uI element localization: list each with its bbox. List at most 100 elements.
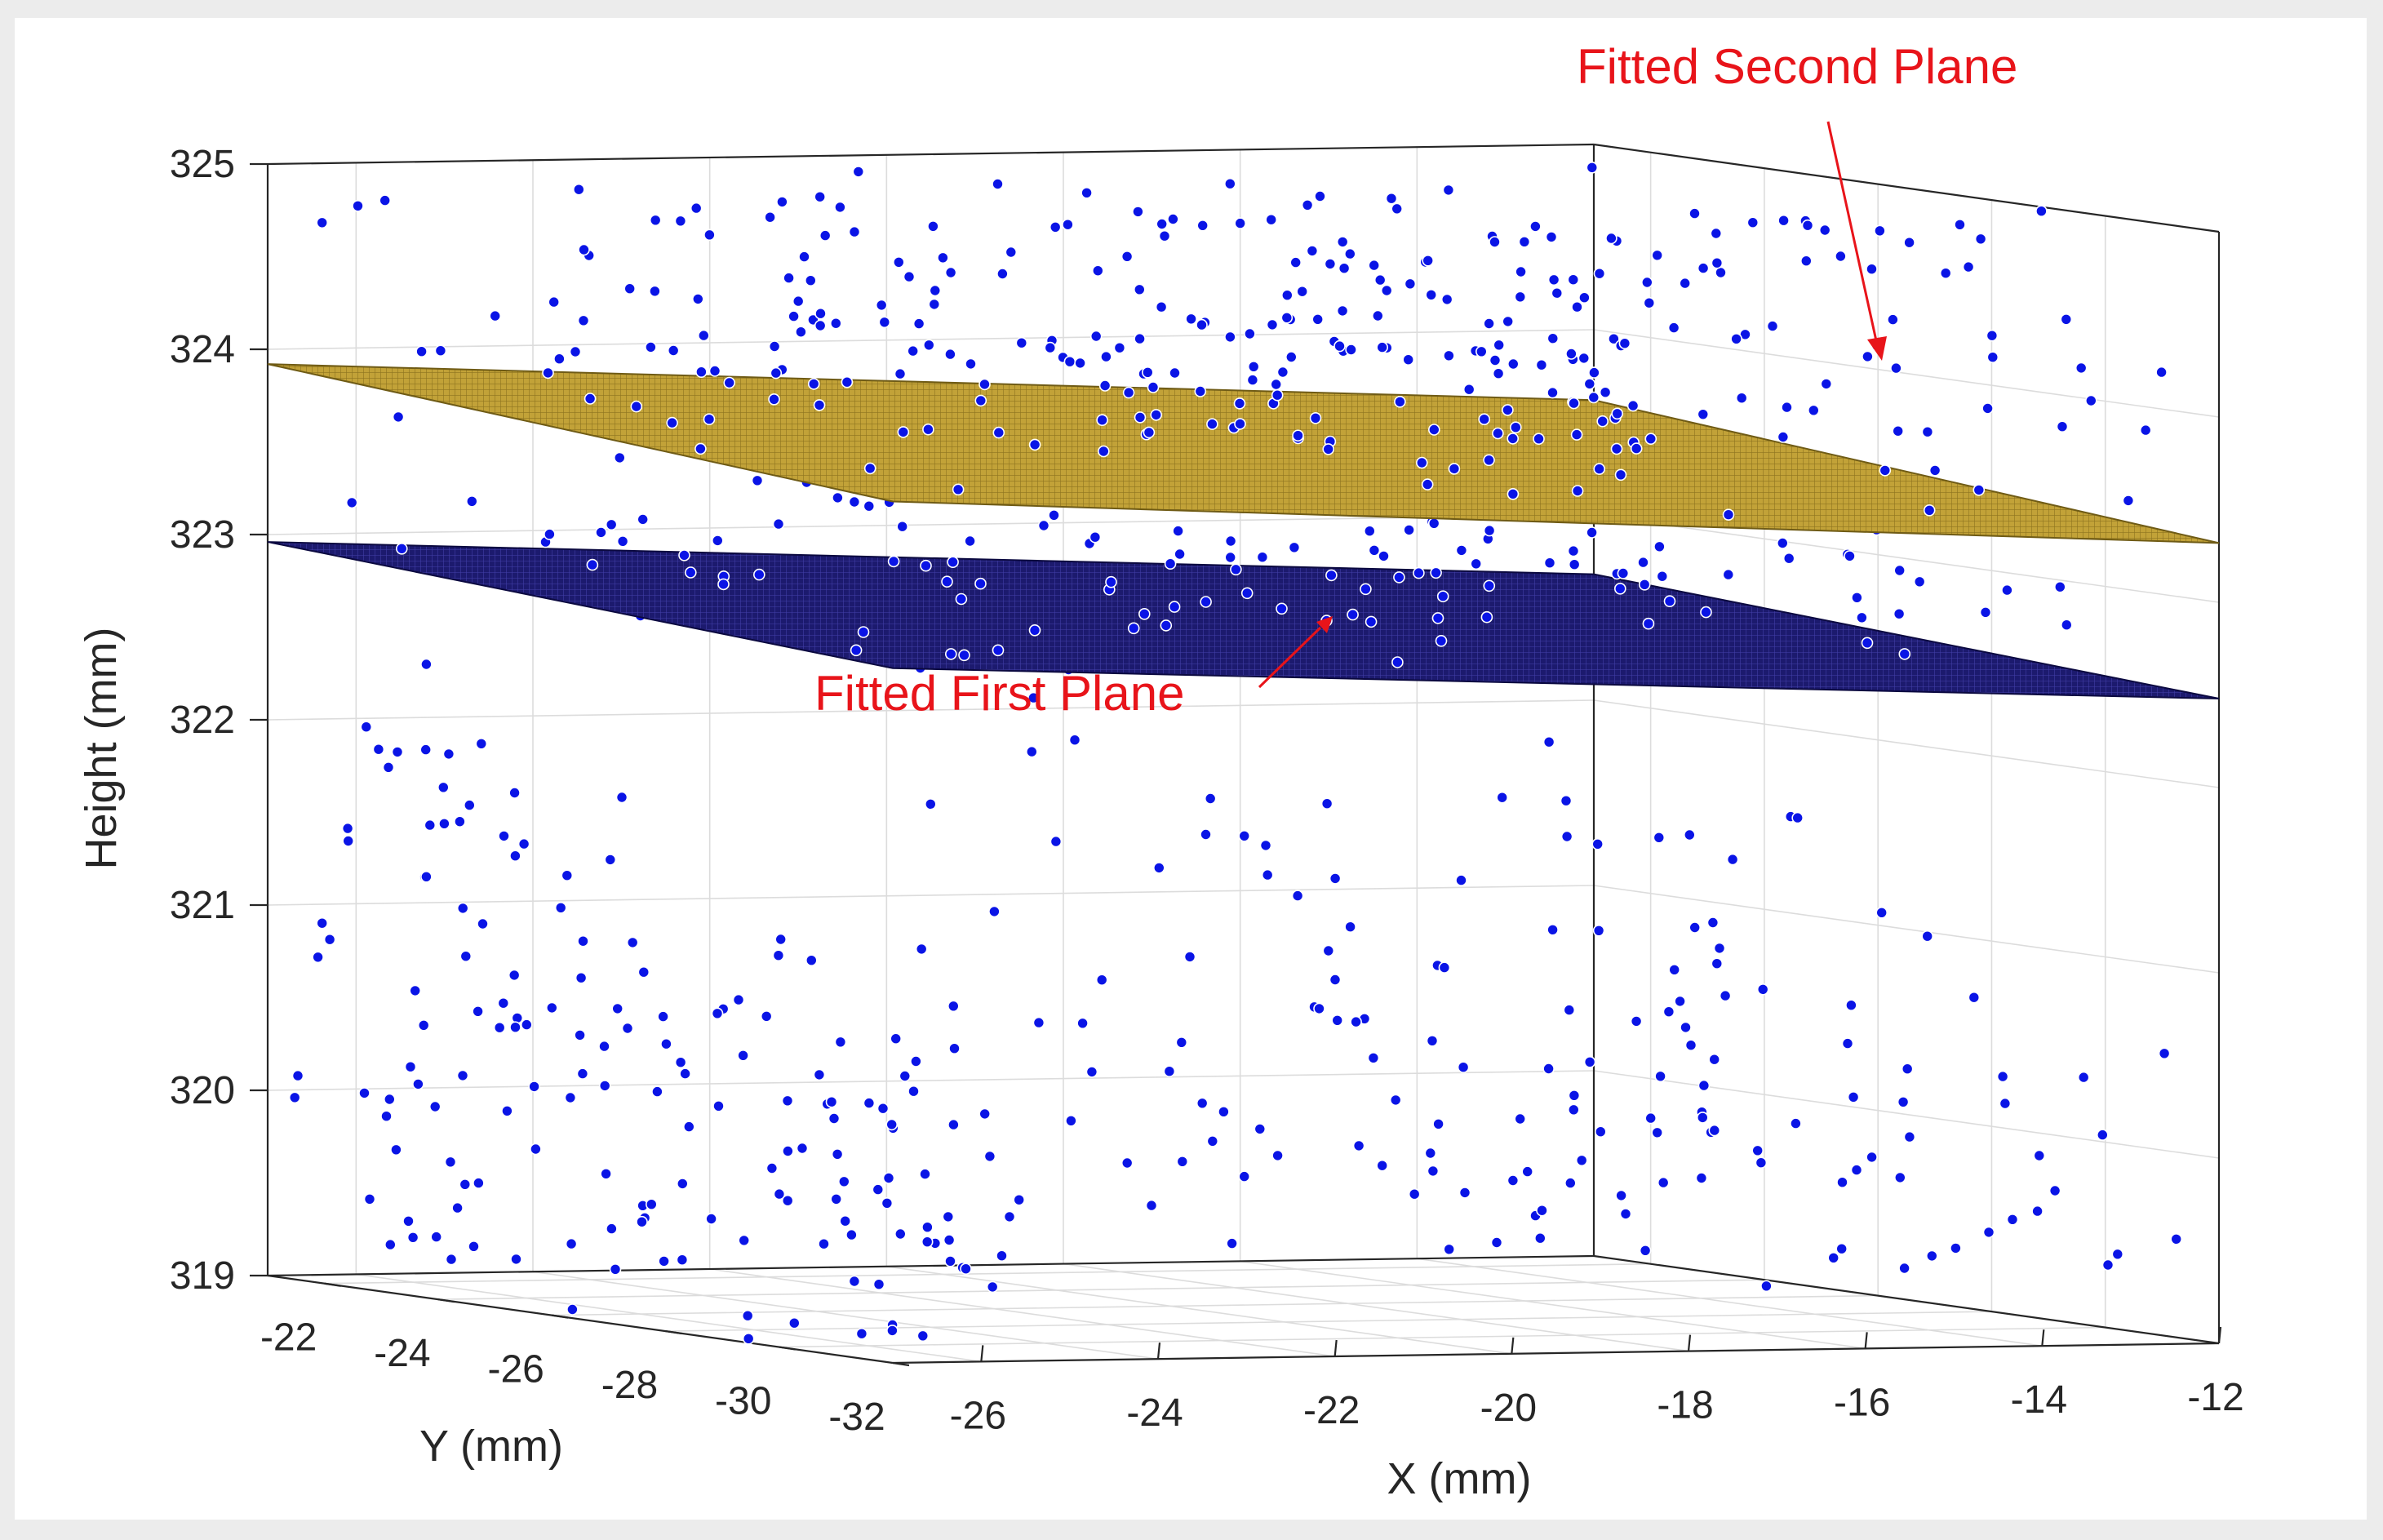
data-point <box>679 1067 691 1080</box>
x-tick-label: -18 <box>1657 1384 1713 1427</box>
data-point <box>723 376 736 389</box>
data-point <box>742 1333 755 1345</box>
data-point <box>1996 1070 2009 1083</box>
data-point <box>415 345 428 358</box>
data-point <box>575 971 588 984</box>
data-point <box>637 965 650 979</box>
data-point <box>623 282 637 295</box>
data-point <box>943 1234 956 1246</box>
data-point <box>616 535 629 548</box>
data-point <box>1167 213 1179 225</box>
data-point <box>395 542 408 555</box>
data-point <box>586 558 599 571</box>
data-point <box>828 1112 841 1125</box>
data-point <box>380 1110 393 1122</box>
data-point <box>863 499 876 513</box>
data-point <box>517 837 530 850</box>
data-point <box>1689 207 1701 220</box>
data-point <box>872 1183 885 1196</box>
x-tick <box>980 1345 984 1362</box>
data-point <box>1246 374 1259 386</box>
grid-line-y <box>665 1311 1992 1332</box>
data-point <box>792 295 805 308</box>
data-point <box>1455 874 1467 886</box>
data-point <box>983 1150 996 1163</box>
data-point <box>1588 366 1600 379</box>
data-point <box>545 1001 558 1014</box>
data-point <box>1894 1171 1906 1184</box>
data-point <box>1586 162 1599 174</box>
data-point <box>1489 354 1502 366</box>
data-point <box>574 1029 586 1041</box>
data-point <box>1564 1177 1577 1189</box>
data-point <box>1890 362 1902 375</box>
data-point <box>839 1214 852 1227</box>
data-point <box>605 518 618 531</box>
grid-line-x <box>356 1273 982 1363</box>
data-point <box>1611 407 1623 420</box>
data-point <box>667 344 680 357</box>
data-point <box>576 1067 589 1080</box>
data-point <box>1037 519 1050 532</box>
data-point <box>783 272 795 284</box>
data-point <box>1480 610 1493 624</box>
data-point <box>1301 199 1314 211</box>
data-point <box>1893 564 1906 577</box>
data-point <box>1289 256 1302 269</box>
data-point <box>1575 1154 1588 1167</box>
data-point <box>848 1275 861 1288</box>
grid-line-z <box>267 885 1595 906</box>
data-point <box>2139 424 2152 437</box>
data-point <box>1271 1149 1284 1162</box>
data-point <box>1122 386 1135 399</box>
data-point <box>1901 1063 1914 1075</box>
data-point <box>1404 277 1417 291</box>
data-point <box>741 1309 754 1322</box>
data-point <box>1200 828 1212 841</box>
data-point <box>708 365 721 377</box>
data-point <box>841 375 854 388</box>
data-point <box>437 781 450 794</box>
data-point <box>1626 399 1640 412</box>
data-point <box>1560 830 1573 843</box>
data-point <box>773 1187 786 1200</box>
data-point <box>1462 383 1476 396</box>
data-point <box>674 215 687 228</box>
data-point <box>1344 921 1356 933</box>
data-point <box>772 949 785 961</box>
data-point <box>903 270 916 283</box>
data-point <box>1483 579 1496 592</box>
data-point <box>952 483 965 496</box>
data-point <box>1373 273 1387 286</box>
data-point <box>509 1021 521 1033</box>
data-point <box>1563 1004 1576 1016</box>
data-point <box>781 1194 794 1207</box>
data-point <box>837 1175 850 1188</box>
data-point <box>1428 424 1440 436</box>
data-point <box>456 902 469 915</box>
data-point <box>986 1280 999 1294</box>
data-point <box>1206 418 1218 430</box>
data-point <box>501 1105 513 1117</box>
data-point <box>885 1118 898 1131</box>
grid-line-z <box>1593 1070 2220 1159</box>
data-point <box>1196 1097 1209 1110</box>
data-point <box>1163 1065 1176 1077</box>
data-point <box>613 451 626 464</box>
data-point <box>768 393 780 406</box>
data-point <box>691 293 704 305</box>
data-point <box>1048 508 1060 521</box>
data-point <box>611 1002 624 1015</box>
data-point <box>814 190 827 203</box>
data-point <box>912 317 925 330</box>
data-point <box>360 721 373 734</box>
y-axis-label: Y (mm) <box>419 1422 563 1471</box>
grid-line-x <box>709 1268 1335 1357</box>
data-point <box>1722 568 1735 581</box>
data-point <box>684 566 697 579</box>
data-point <box>776 196 788 208</box>
data-point <box>1276 602 1288 615</box>
grid-line-z <box>1593 514 2220 603</box>
data-point <box>996 268 1009 280</box>
data-point <box>1614 468 1627 482</box>
